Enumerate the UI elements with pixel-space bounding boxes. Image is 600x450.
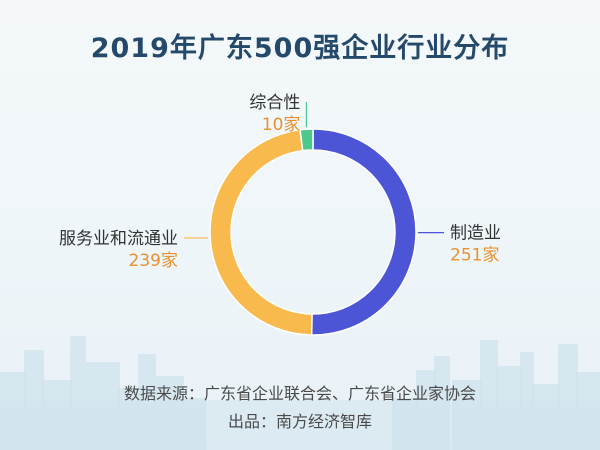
donut-slice-1 (209, 128, 313, 336)
slice-label-name-1: 服务业和流通业 (59, 229, 178, 249)
skyline-ground (0, 400, 600, 450)
chart-title: 2019年广东500强企业行业分布 (90, 33, 510, 64)
slice-label-name-2: 综合性 (249, 93, 300, 113)
slice-label-value-0: 251家 (450, 246, 499, 266)
data-source-text: 数据来源：广东省企业联合会、广东省企业家协会 (123, 384, 476, 403)
producer-text: 出品：南方经济智库 (227, 412, 372, 431)
slice-label-name-0: 制造业 (450, 224, 501, 244)
slice-label-value-1: 239家 (129, 251, 178, 271)
slice-label-value-2: 10家 (262, 115, 301, 135)
donut-slice-0 (310, 128, 417, 336)
donut-slice-2 (299, 128, 314, 152)
